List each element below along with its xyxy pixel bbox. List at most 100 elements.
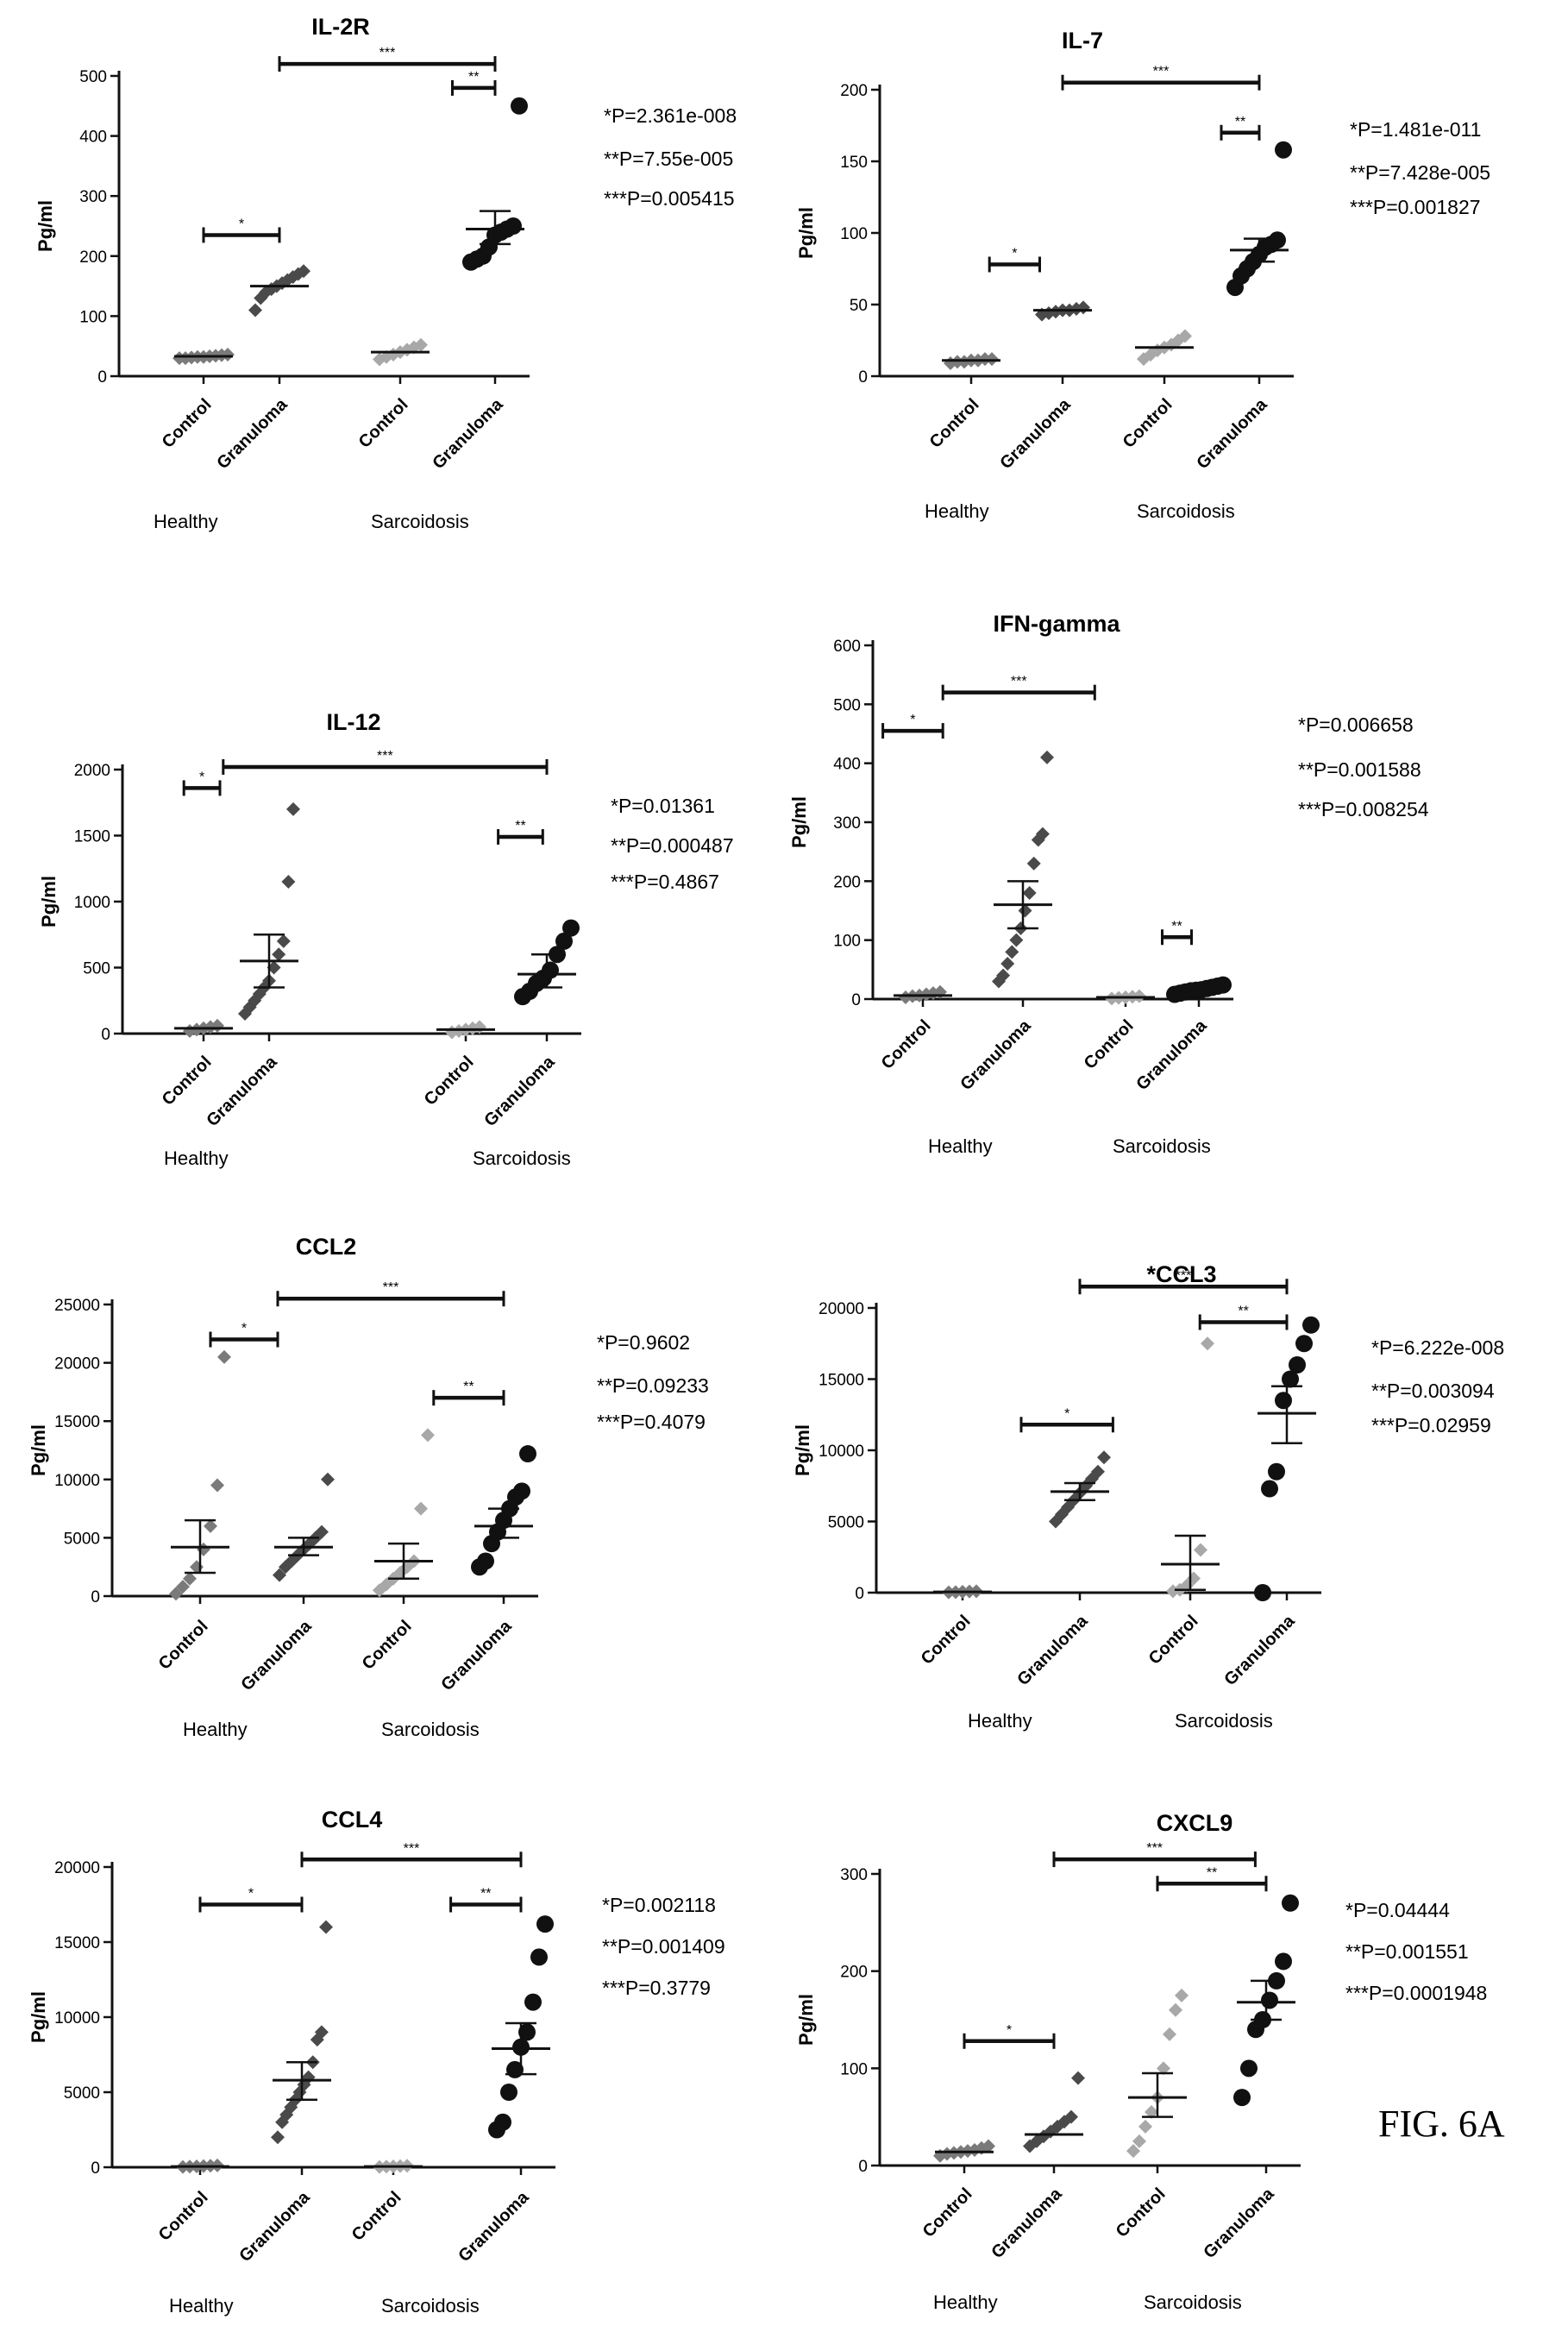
data-point <box>1275 141 1292 159</box>
y-axis-label: Pg/ml <box>28 1424 49 1476</box>
data-point <box>297 264 310 279</box>
category-label: Granuloma <box>203 1052 281 1130</box>
data-point <box>1000 957 1015 971</box>
category-label: Control <box>1113 2185 1170 2241</box>
group-label: Sarcoidosis <box>381 1719 480 1740</box>
y-tick-label: 10000 <box>818 1443 864 1461</box>
data-point <box>183 1571 197 1586</box>
group-label: Healthy <box>164 1147 229 1169</box>
data-point <box>1269 231 1286 249</box>
significance-star: *** <box>1153 65 1170 79</box>
chart-title: IFN-gamma <box>993 611 1120 637</box>
data-point <box>204 1518 217 1533</box>
data-point <box>1295 1335 1313 1353</box>
category-label: Control <box>918 1612 975 1669</box>
significance-star: * <box>1012 247 1017 261</box>
data-point <box>1026 856 1041 871</box>
y-tick-label: 200 <box>840 1964 868 1982</box>
y-tick-label: 200 <box>79 248 107 267</box>
chart-title: IL-7 <box>1062 28 1103 53</box>
significance-star: *** <box>1011 675 1027 689</box>
data-point <box>1201 1336 1214 1351</box>
y-tick-label: 500 <box>833 696 861 714</box>
significance-star: *** <box>377 749 393 764</box>
category-label: Granuloma <box>235 2187 314 2266</box>
y-tick-label: 5000 <box>64 2084 100 2103</box>
p-value-annotation: ***P=0.0001948 <box>1345 1982 1487 2004</box>
panel-il-2r: IL-2R0100200300400500Pg/mlControlGranulo… <box>34 14 737 532</box>
group-label: Sarcoidosis <box>1144 2291 1242 2313</box>
y-tick-label: 200 <box>833 873 861 891</box>
y-tick-label: 10000 <box>54 1472 100 1490</box>
category-label: Granuloma <box>237 1616 316 1694</box>
y-tick-label: 300 <box>79 188 107 206</box>
p-value-annotation: *P=1.481e-011 <box>1350 118 1481 141</box>
significance-star: ** <box>480 1887 491 1902</box>
data-point <box>1009 933 1024 947</box>
p-value-annotation: *P=0.006658 <box>1298 714 1414 736</box>
data-point <box>272 947 286 962</box>
chart-title: CCL2 <box>296 1234 357 1260</box>
group-label: Healthy <box>968 1710 1032 1732</box>
p-value-annotation: **P=7.428e-005 <box>1350 161 1490 184</box>
data-point <box>1157 2061 1170 2076</box>
p-value-annotation: ***P=0.008254 <box>1298 798 1429 820</box>
y-tick-label: 500 <box>83 960 110 978</box>
data-point <box>1240 2059 1258 2078</box>
y-tick-label: 200 <box>840 82 868 100</box>
data-point <box>197 1542 210 1556</box>
panel-ccl2: CCL2 0 5000 10000 15000 20000 25000 Pg/ml Contro… <box>28 1234 709 1740</box>
group-label: Healthy <box>925 500 989 522</box>
y-tick-label: 300 <box>833 814 861 833</box>
data-point <box>1169 2002 1182 2017</box>
data-point <box>536 1915 554 1933</box>
data-point <box>524 1993 542 2011</box>
y-tick-label: 600 <box>833 638 861 656</box>
significance-star: ** <box>1207 1865 1217 1880</box>
category-label: Granuloma <box>996 394 1075 473</box>
significance-star: *** <box>1176 1268 1192 1283</box>
group-label: Sarcoidosis <box>1137 500 1235 522</box>
y-tick-label: 100 <box>833 933 861 951</box>
group-label: Healthy <box>928 1135 993 1157</box>
significance-star: * <box>241 1322 247 1336</box>
data-point <box>315 1524 329 1539</box>
y-tick-label: 5000 <box>828 1514 864 1532</box>
y-tick-label: 50 <box>850 297 868 315</box>
data-point <box>996 968 1011 983</box>
group-label: Sarcoidosis <box>1113 1135 1211 1157</box>
data-point <box>1282 1370 1299 1388</box>
significance-star: * <box>1064 1406 1069 1421</box>
y-tick-label: 100 <box>840 225 868 243</box>
chart-title: IL-2R <box>311 14 370 40</box>
group-label: Healthy <box>169 2295 234 2317</box>
y-axis-label: Pg/ml <box>788 796 810 848</box>
significance-star: ** <box>463 1380 474 1394</box>
category-label: Granuloma <box>213 394 292 473</box>
data-point <box>1163 2027 1176 2041</box>
significance-star: * <box>239 217 244 231</box>
data-point <box>286 802 300 816</box>
y-tick-label: 100 <box>840 2060 868 2078</box>
significance-star: ** <box>468 70 479 85</box>
data-point <box>1282 1894 1299 1912</box>
y-axis-label: Pg/ml <box>38 876 60 927</box>
data-point <box>1005 945 1019 959</box>
data-point <box>1126 2144 1140 2159</box>
p-value-annotation: **P=0.003094 <box>1371 1380 1495 1402</box>
y-tick-label: 0 <box>97 368 107 387</box>
category-label: Control <box>159 1053 216 1110</box>
data-point <box>1254 1584 1271 1601</box>
data-point <box>511 97 528 115</box>
data-point <box>1194 1543 1207 1557</box>
y-tick-label: 300 <box>840 1866 868 1884</box>
data-point <box>276 934 291 948</box>
p-value-annotation: ***P=0.4867 <box>611 871 719 893</box>
panel-ccl4: CCL4 0 5000 10000 15000 20000 Pg/ml Control Gran… <box>28 1807 725 2317</box>
significance-star: * <box>199 770 204 784</box>
p-value-annotation: ***P=0.02959 <box>1371 1414 1491 1436</box>
category-label: Control <box>359 1617 416 1674</box>
significance-star: ** <box>1235 115 1245 129</box>
